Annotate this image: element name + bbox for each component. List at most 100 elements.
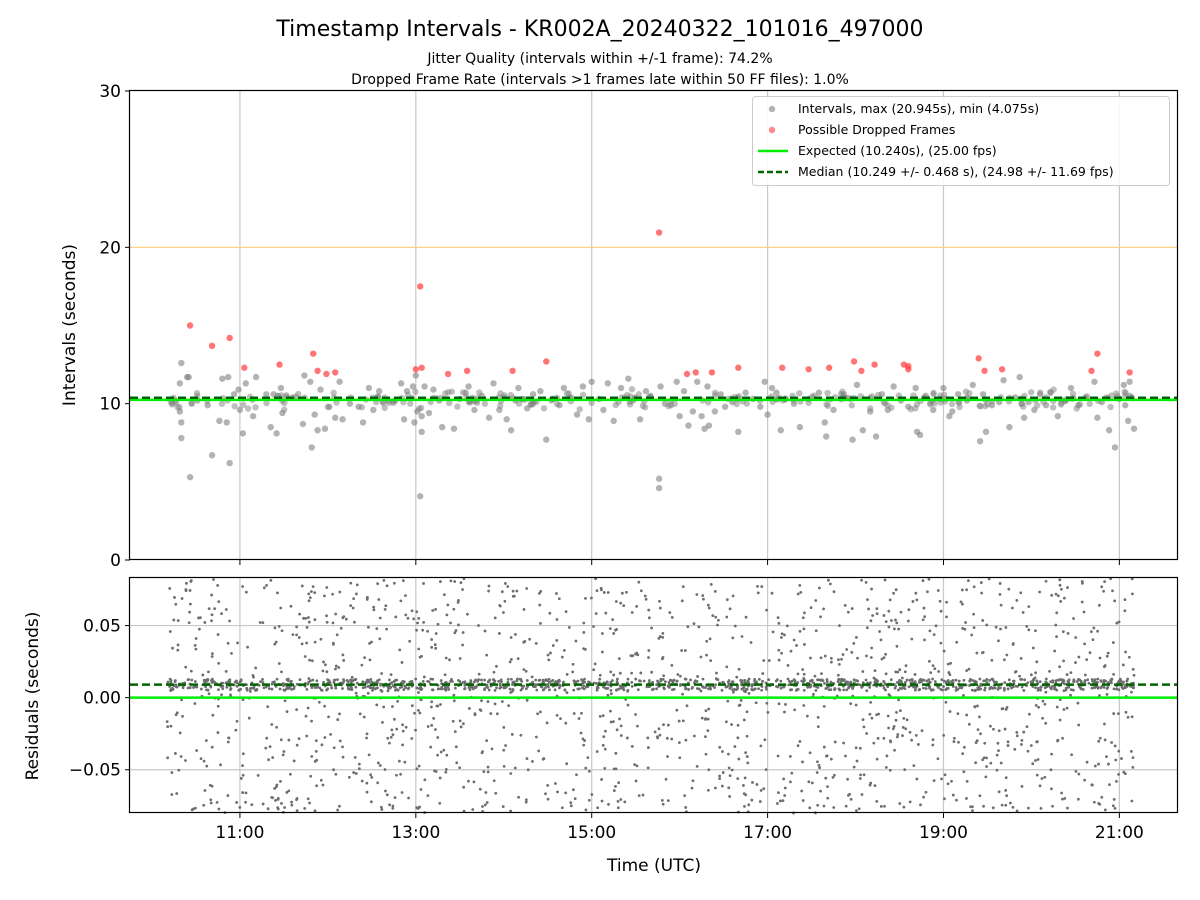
interval-band-point-86 — [966, 389, 973, 397]
residual-point-1381 — [290, 803, 294, 807]
interval-point-96 — [617, 384, 625, 392]
interval-band-point-172 — [459, 389, 467, 396]
residual-point-852 — [987, 577, 991, 581]
residual-point-1766 — [518, 677, 522, 681]
residual-point-1567 — [584, 766, 588, 770]
residual-point-1052 — [262, 686, 266, 690]
residual-point-1087 — [901, 725, 905, 729]
residual-point-1046 — [904, 664, 908, 668]
residual-point-423 — [1098, 694, 1101, 697]
residual-point-2399 — [897, 627, 901, 631]
residual-point-252 — [382, 705, 386, 709]
residual-point-1671 — [176, 643, 180, 647]
residual-point-2179 — [235, 719, 239, 723]
residual-point-970 — [502, 764, 506, 768]
residual-point-1999 — [849, 702, 853, 706]
residual-point-1647 — [379, 682, 382, 686]
residual-point-2419 — [244, 791, 248, 795]
residual-point-1784 — [978, 715, 981, 719]
residual-point-1518 — [660, 657, 664, 661]
residual-point-1870 — [361, 686, 365, 690]
residual-point-1585 — [857, 807, 861, 811]
interval-point-136 — [823, 433, 830, 440]
residual-point-133 — [984, 775, 988, 779]
residual-point-2385 — [547, 658, 551, 662]
residual-point-1745 — [666, 723, 670, 727]
residual-point-473 — [574, 639, 578, 643]
residual-point-1495 — [483, 678, 486, 682]
residual-point-1066 — [352, 771, 356, 774]
dropped-frame-point-15 — [543, 358, 550, 365]
residual-point-2130 — [368, 658, 372, 662]
residual-point-821 — [1048, 669, 1051, 673]
residual-point-1658 — [1039, 685, 1043, 689]
residual-point-818 — [174, 602, 178, 606]
residual-point-1553 — [306, 706, 310, 710]
residual-point-1174 — [435, 704, 439, 708]
residual-point-946 — [904, 680, 907, 684]
residual-point-179 — [783, 794, 787, 797]
residual-point-359 — [449, 579, 453, 583]
residual-point-739 — [833, 740, 837, 744]
residual-point-1635 — [353, 620, 356, 624]
residual-point-2369 — [865, 732, 869, 735]
residual-point-1920 — [493, 616, 497, 620]
residual-point-2526 — [308, 801, 311, 805]
residual-point-2035 — [246, 645, 249, 649]
residual-point-151 — [277, 624, 281, 628]
residual-point-2247 — [453, 730, 457, 734]
residual-point-1336 — [519, 733, 523, 737]
residual-point-2582 — [701, 594, 705, 597]
residual-point-1750 — [683, 649, 687, 652]
residual-point-1445 — [495, 712, 499, 716]
residual-point-1045 — [427, 680, 431, 684]
residual-point-381 — [567, 625, 571, 629]
residual-point-1333 — [959, 600, 963, 604]
interval-point-122 — [742, 389, 749, 396]
residual-point-1881 — [860, 686, 864, 689]
interval-point-140 — [853, 381, 861, 389]
residual-point-1456 — [722, 681, 725, 685]
residual-point-1943 — [332, 768, 335, 772]
residual-point-2388 — [404, 686, 408, 690]
residual-point-2195 — [1050, 787, 1053, 791]
residual-point-2149 — [780, 632, 784, 636]
residual-point-2043 — [992, 680, 996, 684]
residual-point-1645 — [895, 644, 899, 648]
residual-point-417 — [258, 621, 262, 624]
interval-point-141 — [859, 427, 867, 434]
residual-point-1967 — [385, 627, 389, 631]
residual-point-1019 — [997, 729, 1001, 733]
residual-point-2311 — [1115, 621, 1119, 625]
residual-point-1922 — [602, 685, 605, 689]
residual-point-331 — [988, 678, 992, 682]
residual-point-1041 — [289, 604, 293, 608]
residual-point-844 — [497, 632, 501, 635]
residual-point-1581 — [544, 679, 547, 682]
residual-point-2339 — [495, 686, 498, 690]
residual-point-2569 — [884, 688, 887, 692]
residual-point-1408 — [702, 597, 705, 601]
residual-point-798 — [1029, 673, 1033, 677]
bottom-xtick-label-0: 11:00 — [215, 823, 264, 843]
residual-point-671 — [799, 590, 803, 594]
residual-point-114 — [728, 607, 732, 611]
residual-point-1566 — [775, 802, 779, 805]
interval-point-121 — [735, 428, 742, 436]
residual-point-2598 — [387, 685, 391, 689]
interval-point-182 — [1094, 414, 1101, 421]
dropped-frame-point-18 — [692, 369, 699, 376]
residual-point-459 — [955, 640, 959, 644]
residual-point-1721 — [973, 705, 977, 708]
residual-point-1625 — [226, 740, 230, 744]
residual-point-2517 — [914, 591, 918, 595]
residual-point-2357 — [430, 638, 434, 641]
residual-point-398 — [170, 771, 174, 774]
residual-point-2001 — [764, 685, 768, 689]
residual-point-2483 — [907, 608, 911, 612]
residual-point-2013 — [357, 767, 361, 771]
residual-point-1771 — [494, 791, 498, 795]
residual-point-1564 — [1083, 673, 1087, 677]
residual-point-61 — [1114, 758, 1118, 762]
residual-point-2451 — [1022, 689, 1026, 692]
